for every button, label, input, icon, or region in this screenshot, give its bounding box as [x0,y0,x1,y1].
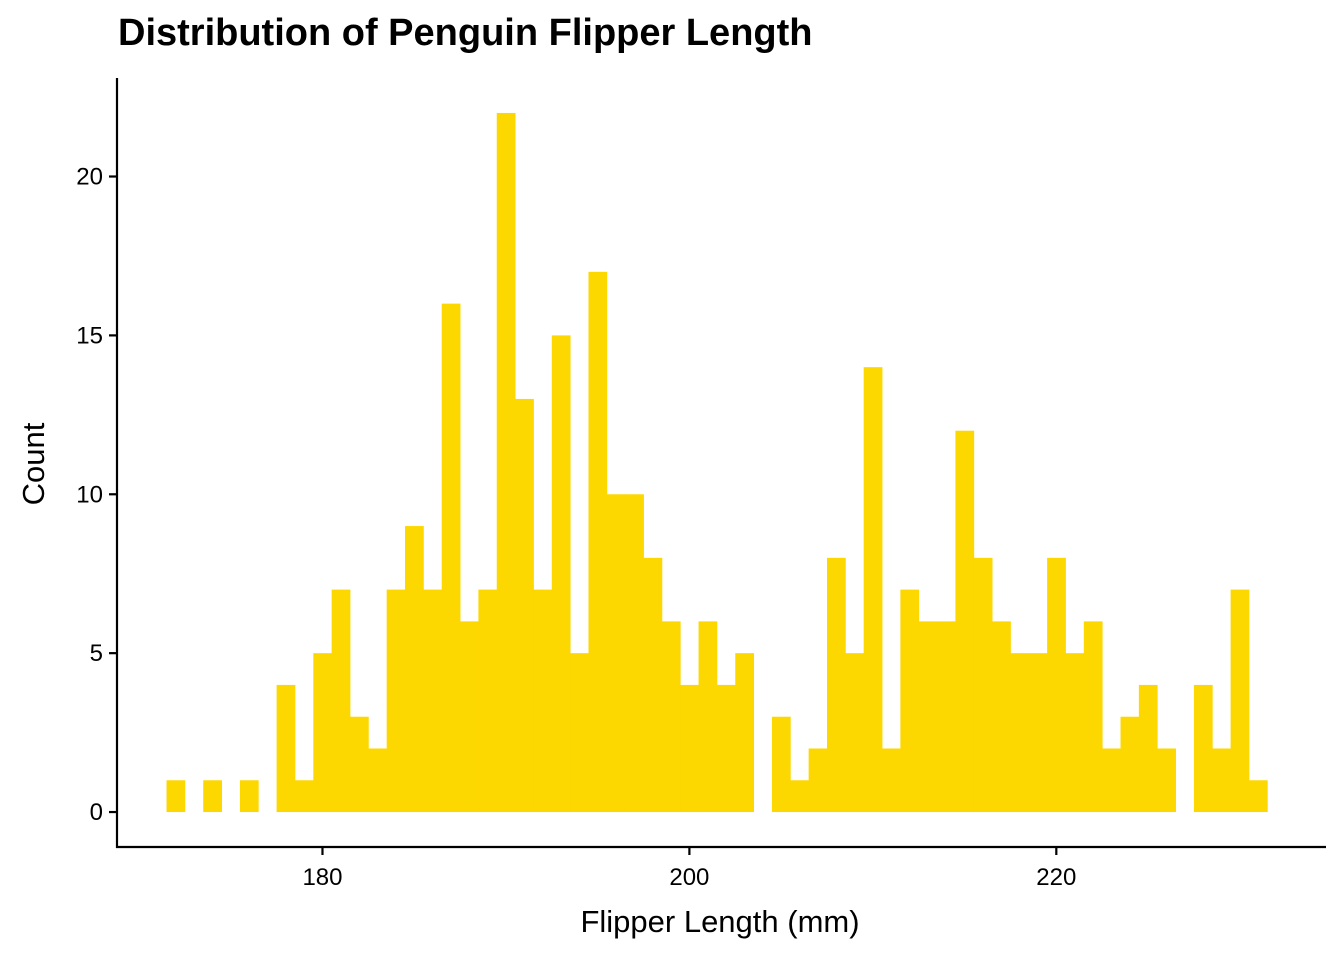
histogram-bar [845,653,865,813]
histogram-bar [1102,748,1121,813]
x-tick-label: 200 [669,864,709,891]
x-axis-title: Flipper Length (mm) [580,904,859,939]
histogram-bar [423,589,443,813]
histogram-bar [992,621,1011,813]
y-axis-title: Count [16,422,51,505]
histogram-bar [1157,748,1176,813]
histogram-bar [313,653,333,813]
histogram-bar [771,716,791,813]
x-axis-ticks: 180 200 220 [302,847,1076,891]
histogram-bar [570,653,589,813]
histogram-bar [625,494,644,813]
histogram-bar [1047,557,1066,813]
histogram-bar [331,589,351,813]
x-tick-label: 180 [302,864,342,891]
histogram-bar [1010,653,1030,813]
y-tick-label: 0 [90,799,103,826]
histogram-bar [1212,748,1232,813]
histogram-bar [368,748,388,813]
histogram-bar [1193,684,1213,813]
histogram-bar [166,780,186,813]
chart-title: Distribution of Penguin Flipper Length [118,12,813,54]
histogram-bar [1120,716,1140,813]
histogram-bar [643,557,663,813]
histogram-bar [826,557,846,813]
y-tick-label: 10 [76,481,103,508]
histogram-bar [1230,589,1250,813]
histogram-bar [882,748,901,813]
histogram-bar [203,780,222,813]
histogram-bar [1065,653,1085,813]
histogram-bar [918,621,938,813]
histogram-bar [937,621,956,813]
histogram-bar [606,494,626,813]
histogram-bar [515,398,534,813]
histogram-bar [955,430,975,813]
histogram-bar [1248,780,1268,813]
histogram-bar [973,557,993,813]
histogram-bar [863,367,883,813]
histogram-bar [1028,653,1048,813]
histogram-bar [1138,684,1158,813]
y-tick-label: 15 [76,322,103,349]
histogram-bar [661,621,681,813]
histogram-bar [386,589,406,813]
histogram-bar [239,780,259,813]
histogram-bar [349,716,369,813]
histogram-bar [405,526,424,813]
histogram-bar [735,653,755,813]
histogram-bar [900,589,920,813]
histogram-bar [698,621,718,813]
histogram-bar [588,271,608,813]
y-axis-ticks: 0 5 10 15 20 [76,164,117,826]
histogram-bars [166,112,1268,813]
histogram-bar [716,684,736,813]
histogram-bar [1083,621,1103,813]
histogram-bar [808,748,828,813]
histogram-bar [276,684,296,813]
histogram-bar [294,780,314,813]
histogram-bar [496,112,516,813]
histogram-bar [790,780,810,813]
histogram-bar [441,303,461,813]
y-tick-label: 5 [90,640,103,667]
y-tick-label: 20 [76,164,103,191]
histogram-bar [460,621,479,813]
histogram-bar [551,335,571,813]
histogram-bar [680,684,699,813]
histogram-bar [533,589,553,813]
histogram-bar [478,589,498,813]
x-tick-label: 220 [1036,864,1076,891]
